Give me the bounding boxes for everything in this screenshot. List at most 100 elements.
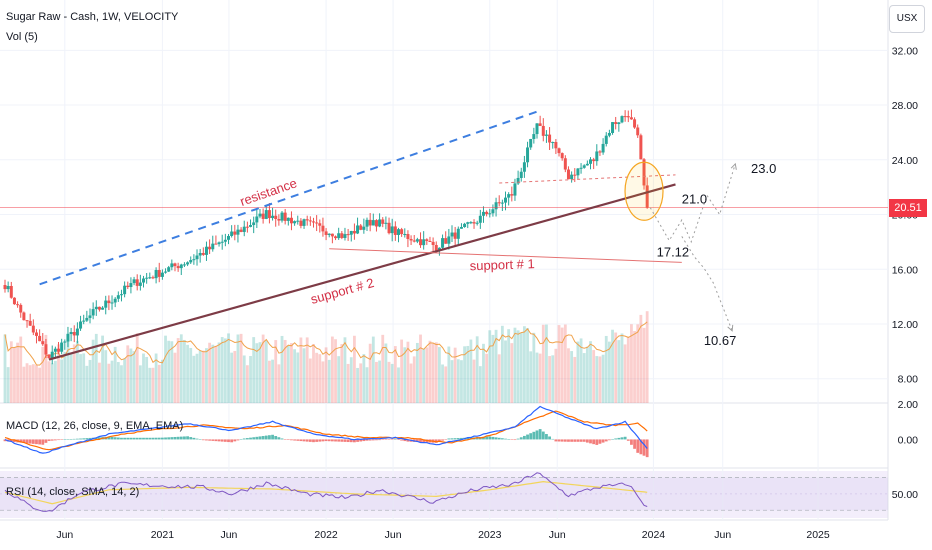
volume-bar xyxy=(507,329,511,403)
volume-bars xyxy=(3,311,649,403)
macd-histogram-bar xyxy=(630,439,633,445)
candle-body xyxy=(299,220,303,226)
candle-body xyxy=(113,298,117,303)
volume-bar xyxy=(488,330,492,403)
macd-histogram-bar xyxy=(356,439,359,442)
volume-bar xyxy=(167,340,171,403)
macd-histogram-bar xyxy=(636,439,640,453)
volume-bar xyxy=(60,359,64,403)
macd-histogram-bar xyxy=(47,439,51,441)
macd-histogram-bar xyxy=(280,438,284,440)
volume-bar xyxy=(94,333,98,403)
volume-bar xyxy=(44,334,48,403)
macd-histogram-bar xyxy=(444,439,448,440)
macd-histogram-bar xyxy=(98,437,101,440)
volume-bar xyxy=(91,339,95,403)
macd-histogram-bar xyxy=(604,439,608,442)
volume-bar xyxy=(38,367,42,403)
candle-body xyxy=(132,279,136,284)
candle-body xyxy=(589,159,593,164)
macd-histogram-bar xyxy=(249,437,252,440)
macd-histogram-bar xyxy=(271,434,274,440)
candle-body xyxy=(611,122,615,133)
macd-histogram-bar xyxy=(456,438,460,440)
candle-body xyxy=(201,252,205,255)
candle-body xyxy=(368,219,372,226)
currency-button[interactable]: USX xyxy=(889,5,925,33)
candle-body xyxy=(629,117,633,120)
candle-body xyxy=(507,194,511,198)
volume-bar xyxy=(88,359,92,403)
candle-body xyxy=(466,222,470,224)
candle-body xyxy=(378,219,382,227)
macd-histogram-bar xyxy=(378,439,381,441)
volume-bar xyxy=(220,337,224,403)
macd-histogram-bar xyxy=(346,439,350,443)
macd-histogram-bar xyxy=(340,439,344,442)
time-tick-label: Jun xyxy=(220,529,237,541)
macd-histogram-bar xyxy=(497,437,501,440)
macd-histogram-bar xyxy=(570,439,574,442)
rsi-line xyxy=(4,472,648,512)
candle-body xyxy=(481,211,485,216)
volume-bar xyxy=(478,366,482,403)
macd-histogram-bar xyxy=(198,439,202,440)
volume-bar xyxy=(318,354,322,403)
macd-histogram-bar xyxy=(349,439,353,443)
macd-histogram-bar xyxy=(400,439,404,441)
candle-body xyxy=(82,320,86,322)
candle-body xyxy=(135,279,139,286)
volume-bar xyxy=(116,362,120,403)
candle-body xyxy=(261,213,265,219)
volume-bar xyxy=(378,360,381,403)
volume-bar xyxy=(623,344,627,403)
volume-bar xyxy=(381,334,385,403)
macd-histogram-bar xyxy=(255,436,259,440)
volume-bar xyxy=(475,336,479,403)
volume-bar xyxy=(343,337,347,403)
macd-histogram-bar xyxy=(387,439,391,440)
volume-bar xyxy=(601,354,605,403)
candle-body xyxy=(494,202,498,210)
macd-histogram-bar xyxy=(277,437,281,440)
candle-body xyxy=(85,317,89,321)
candle-body xyxy=(129,283,133,288)
candle-body xyxy=(315,222,319,224)
time-tick-label: 2025 xyxy=(806,529,830,541)
candle-body xyxy=(123,285,127,295)
time-tick-label: Jun xyxy=(385,529,402,541)
candle-body xyxy=(233,231,237,235)
candle-body xyxy=(296,220,300,222)
projection-path xyxy=(649,163,736,244)
macd-histogram-bar xyxy=(205,439,208,441)
macd-histogram-bar xyxy=(145,437,149,440)
volume-bar xyxy=(633,331,636,403)
macd-histogram-bar xyxy=(485,436,489,440)
candle-body xyxy=(535,123,539,135)
volume-bar xyxy=(283,339,287,403)
volume-bar xyxy=(120,365,123,403)
volume-bar xyxy=(532,332,536,403)
candle-body xyxy=(566,169,570,180)
macd-histogram-bar xyxy=(302,439,306,442)
macd-histogram-bar xyxy=(179,436,183,440)
candle-body xyxy=(551,142,555,144)
candle-body xyxy=(88,315,92,318)
volume-bar xyxy=(308,358,312,403)
chart-title: Sugar Raw - Cash, 1W, VELOCITY xyxy=(6,11,179,23)
macd-histogram-bar xyxy=(563,439,567,442)
candle-body xyxy=(538,123,542,126)
macd-histogram-bar xyxy=(494,437,498,440)
candle-body xyxy=(305,219,309,221)
candle-body xyxy=(469,222,473,224)
volume-bar xyxy=(242,355,246,403)
volume-bar xyxy=(428,340,432,403)
volume-bar xyxy=(76,340,79,403)
macd-histogram-bar xyxy=(504,438,507,440)
candle-body xyxy=(9,285,13,298)
macd-histogram-bar xyxy=(283,439,287,440)
candle-body xyxy=(425,239,429,241)
volume-bar xyxy=(132,351,136,403)
support-2-line xyxy=(48,183,676,361)
volume-bar xyxy=(434,342,438,403)
